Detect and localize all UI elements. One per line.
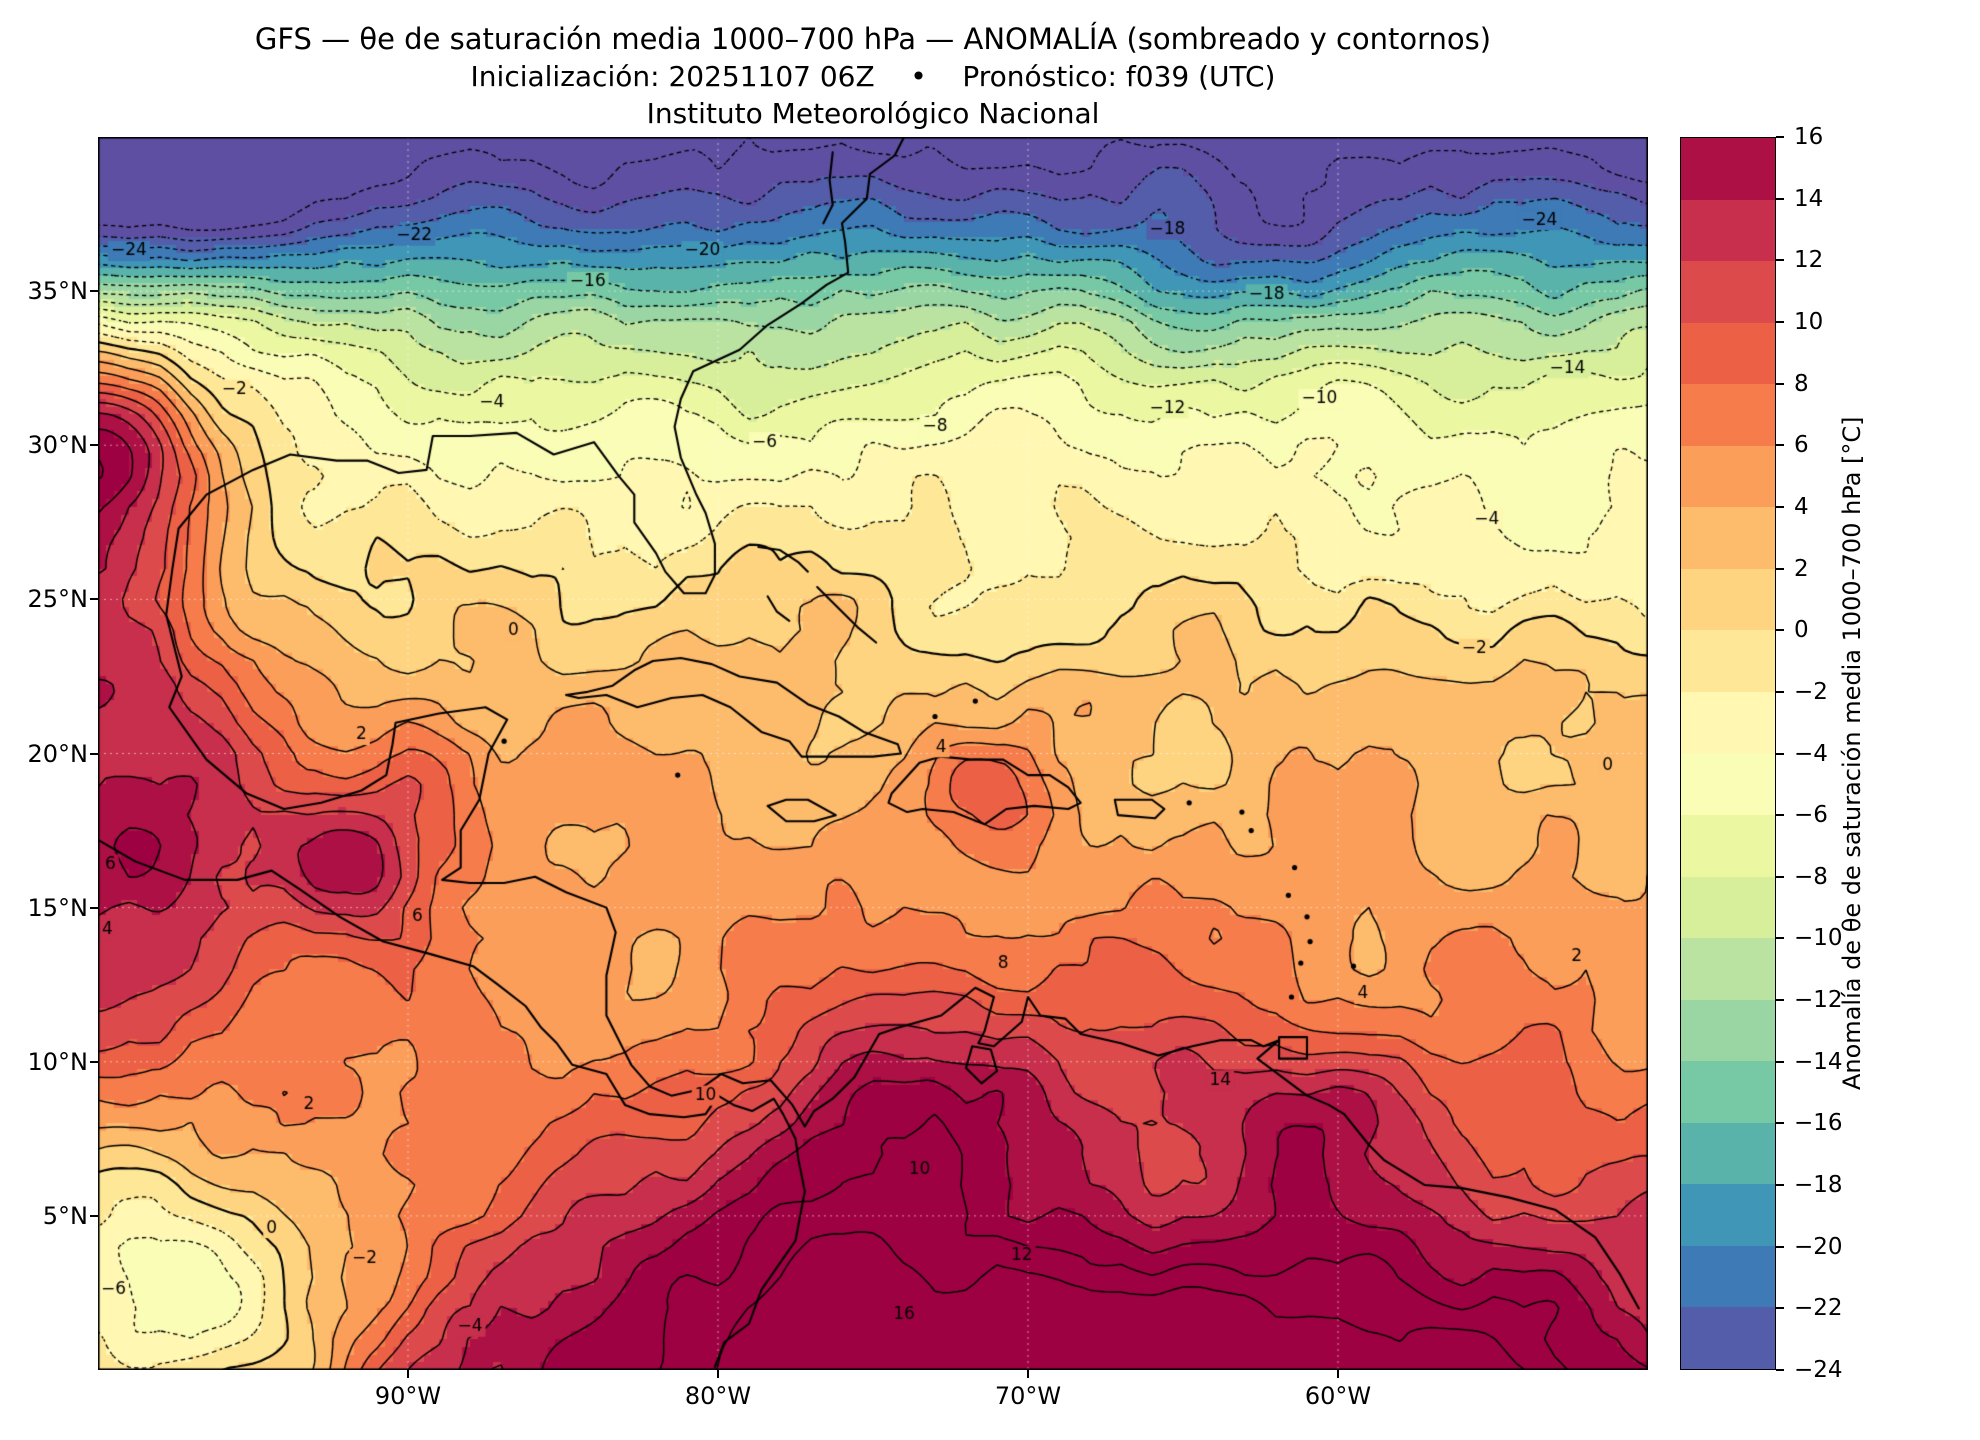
colorbar-band [1681, 261, 1775, 323]
colorbar-tick-mark [1776, 1307, 1784, 1310]
colorbar-tick-mark [1776, 752, 1784, 755]
colorbar-tick-label: −8 [1794, 863, 1828, 890]
y-axis-tick-mark [90, 444, 98, 447]
y-axis-tick-mark [90, 1214, 98, 1217]
colorbar-tick-mark [1776, 937, 1784, 940]
colorbar-tick-mark [1776, 1184, 1784, 1187]
colorbar-tick-label: 8 [1794, 370, 1809, 397]
colorbar-tick-mark [1776, 690, 1784, 693]
colorbar-tick-label: 16 [1794, 124, 1824, 150]
colorbar-tick-label: 14 [1794, 185, 1824, 212]
y-axis-tick-mark [90, 752, 98, 755]
y-axis-tick-label: 5°N [42, 1201, 88, 1230]
x-axis-tick-mark [407, 1370, 409, 1378]
x-axis-tick-label: 60°W [1304, 1382, 1372, 1410]
colorbar-tick-label: 2 [1794, 555, 1809, 582]
colorbar-tick-label: −20 [1794, 1233, 1843, 1260]
colorbar-tick-mark [1776, 320, 1784, 323]
contour-map-canvas [98, 137, 1648, 1370]
y-axis-tick-label: 25°N [27, 585, 89, 614]
colorbar-band [1681, 199, 1775, 262]
colorbar-tick-mark [1776, 1060, 1784, 1063]
colorbar-band [1681, 507, 1775, 569]
colorbar [1680, 137, 1776, 1370]
colorbar-label: Anomalía de θe de saturación media 1000–… [1838, 416, 1866, 1091]
colorbar-band [1681, 1122, 1775, 1185]
x-axis-tick-mark [1027, 1370, 1029, 1378]
colorbar-band [1681, 1061, 1775, 1123]
colorbar-tick-label: 10 [1794, 308, 1824, 335]
colorbar-tick-mark [1776, 814, 1784, 817]
colorbar-tick-mark [1776, 999, 1784, 1002]
colorbar-tick-mark [1776, 197, 1784, 200]
colorbar-tick-label: −4 [1794, 740, 1828, 767]
y-axis-tick-mark [90, 906, 98, 909]
colorbar-tick-label: −22 [1794, 1295, 1843, 1322]
colorbar-band [1681, 691, 1775, 754]
colorbar-tick-label: 0 [1794, 617, 1809, 644]
x-axis-tick-mark [717, 1370, 719, 1378]
chart-institution: Instituto Meteorológico Nacional [646, 97, 1100, 130]
colorbar-band [1681, 322, 1775, 385]
colorbar-tick-mark [1776, 505, 1784, 508]
colorbar-tick-mark [1776, 875, 1784, 878]
colorbar-tick-label: 6 [1794, 432, 1809, 459]
colorbar-band [1681, 1245, 1775, 1308]
colorbar-tick-label: 12 [1794, 247, 1824, 274]
colorbar-tick-label: −2 [1794, 678, 1828, 705]
colorbar-tick-mark [1776, 382, 1784, 385]
colorbar-band [1681, 876, 1775, 939]
colorbar-band [1681, 630, 1775, 692]
chart-subtitle: Inicialización: 20251107 06Z • Pronóstic… [470, 60, 1276, 93]
colorbar-tick-label: −12 [1794, 987, 1843, 1014]
colorbar-tick-mark [1776, 444, 1784, 447]
colorbar-band [1681, 445, 1775, 508]
colorbar-tick-label: −18 [1794, 1172, 1843, 1199]
y-axis-tick-label: 15°N [27, 893, 89, 922]
colorbar-tick-mark [1776, 567, 1784, 570]
y-axis-tick-label: 30°N [27, 431, 89, 460]
colorbar-band [1681, 999, 1775, 1062]
x-axis-tick-label: 90°W [374, 1382, 442, 1410]
colorbar-tick-label: −24 [1794, 1357, 1843, 1383]
colorbar-tick-label: −10 [1794, 925, 1843, 952]
colorbar-band [1681, 753, 1775, 816]
colorbar-tick-mark [1776, 136, 1784, 138]
y-axis-tick-label: 10°N [27, 1047, 89, 1076]
colorbar-band [1681, 1307, 1775, 1369]
colorbar-tick-mark [1776, 1245, 1784, 1248]
x-axis-tick-mark [1337, 1370, 1339, 1378]
chart-title: GFS — θe de saturación media 1000–700 hP… [254, 22, 1492, 56]
colorbar-band [1681, 384, 1775, 446]
colorbar-tick-label: 4 [1794, 493, 1809, 520]
colorbar-tick-mark [1776, 629, 1784, 632]
colorbar-tick-mark [1776, 1369, 1784, 1371]
colorbar-band [1681, 568, 1775, 631]
y-axis-tick-mark [90, 290, 98, 293]
colorbar-tick-label: −6 [1794, 802, 1828, 829]
y-axis-tick-label: 20°N [27, 739, 89, 768]
colorbar-tick-mark [1776, 259, 1784, 262]
colorbar-band [1681, 938, 1775, 1000]
colorbar-tick-label: −14 [1794, 1048, 1843, 1075]
y-axis-tick-label: 35°N [27, 277, 89, 306]
x-axis-tick-label: 70°W [994, 1382, 1062, 1410]
y-axis-tick-mark [90, 1060, 98, 1063]
x-axis-tick-label: 80°W [684, 1382, 752, 1410]
colorbar-tick-label: −16 [1794, 1110, 1843, 1137]
colorbar-band [1681, 138, 1775, 200]
y-axis-tick-mark [90, 598, 98, 601]
colorbar-band [1681, 1184, 1775, 1246]
colorbar-tick-mark [1776, 1122, 1784, 1125]
colorbar-band [1681, 815, 1775, 877]
